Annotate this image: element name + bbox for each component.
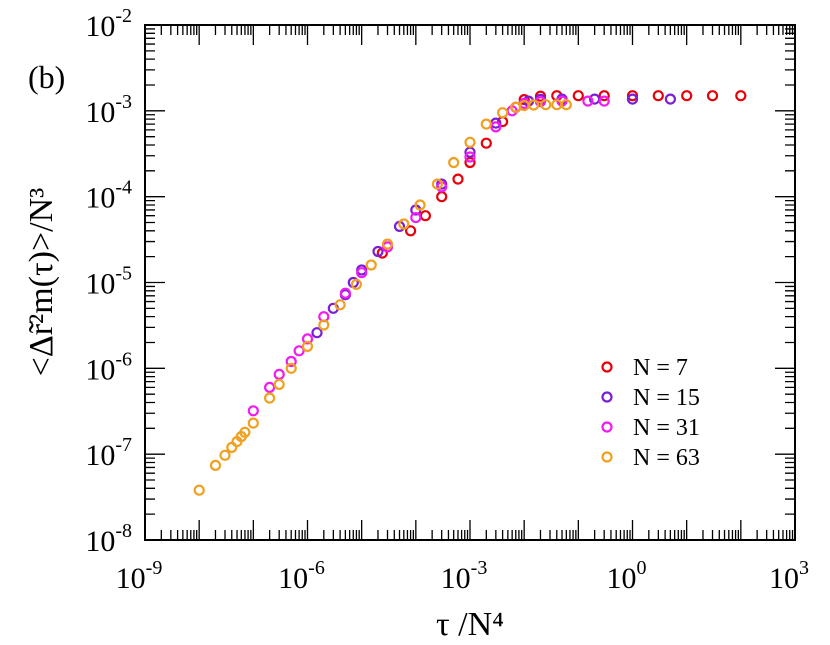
x-tick-label: 10-3 xyxy=(441,557,488,595)
data-point xyxy=(452,173,464,185)
data-point xyxy=(664,93,677,105)
data-point xyxy=(626,90,639,102)
legend-item: N = 7 xyxy=(601,355,688,381)
data-point xyxy=(414,199,426,211)
x-tick-label: 103 xyxy=(769,557,809,595)
series-3 xyxy=(247,95,610,417)
data-point xyxy=(598,90,610,102)
y-tick-label: 10-2 xyxy=(85,5,132,43)
data-point xyxy=(464,156,476,169)
data-point xyxy=(247,405,259,417)
y-tick-label: 10-8 xyxy=(85,520,132,558)
x-tick-label: 100 xyxy=(607,557,647,595)
x-tick-label: 10-6 xyxy=(278,557,325,595)
data-point xyxy=(301,333,314,345)
data-point xyxy=(448,156,460,169)
data-point xyxy=(356,267,368,279)
data-point xyxy=(239,426,251,438)
data-point xyxy=(334,299,346,311)
legend-label: N = 63 xyxy=(633,445,700,471)
y-tick-label: 10-4 xyxy=(85,177,132,215)
y-tick-label: 10-5 xyxy=(85,263,132,301)
y-axis-title: <Δr̃²m(τ)>/N³ xyxy=(23,188,60,377)
data-point xyxy=(706,90,719,102)
data-point xyxy=(464,151,476,163)
legend-item: N = 63 xyxy=(601,445,700,471)
data-point xyxy=(193,484,205,496)
x-axis-title: τ /N⁴ xyxy=(436,606,504,643)
legend-marker xyxy=(601,361,613,373)
data-point xyxy=(365,259,377,271)
data-point xyxy=(311,327,323,339)
data-point xyxy=(598,95,610,107)
data-point xyxy=(285,362,297,374)
data-point xyxy=(219,449,231,461)
legend-label: N = 7 xyxy=(633,355,688,381)
data-point xyxy=(528,99,540,111)
y-tick-label: 10-3 xyxy=(85,91,132,129)
data-point xyxy=(582,95,594,107)
series-4 xyxy=(193,99,572,496)
series-1 xyxy=(376,90,747,259)
data-point xyxy=(464,136,476,148)
data-point xyxy=(264,392,276,404)
data-point xyxy=(285,355,297,368)
data-point xyxy=(735,90,747,102)
plot-area-frame xyxy=(144,24,796,541)
data-point xyxy=(480,118,492,130)
data-point xyxy=(410,212,422,224)
legend: N = 7 N = 15 N = 31 N = 63 xyxy=(601,355,700,471)
data-point xyxy=(209,459,222,471)
data-point xyxy=(405,225,417,237)
legend-item: N = 31 xyxy=(601,415,700,441)
legend-marker xyxy=(601,391,613,403)
data-point xyxy=(226,441,238,453)
data-point xyxy=(293,345,305,357)
data-point xyxy=(540,99,552,111)
data-point xyxy=(372,245,384,258)
data-point xyxy=(560,99,572,111)
data-point xyxy=(398,218,410,230)
data-point xyxy=(431,178,443,190)
panel-label: (b) xyxy=(28,59,65,95)
legend-marker xyxy=(601,421,613,433)
data-point xyxy=(381,238,394,250)
data-point xyxy=(419,210,431,222)
data-point xyxy=(652,90,664,102)
data-point xyxy=(339,287,351,299)
data-point xyxy=(681,90,693,102)
data-point xyxy=(490,121,502,133)
data-point xyxy=(497,107,509,119)
y-tick-label: 10-6 xyxy=(85,348,132,386)
data-point xyxy=(626,93,639,105)
data-point xyxy=(273,378,285,390)
y-tick-label: 10-7 xyxy=(85,434,132,472)
x-tick-label: 10-9 xyxy=(116,557,163,595)
tick-labels: 10-9 10-6 10-3 100 103 10-8 10-7 10-6 10-5 10-4 10… xyxy=(85,5,809,595)
data-point xyxy=(572,90,584,102)
data-point xyxy=(247,417,259,429)
legend-label: N = 31 xyxy=(633,415,700,441)
data-point xyxy=(480,137,492,149)
legend-item: N = 15 xyxy=(601,385,700,411)
data-point xyxy=(264,381,276,393)
data-points xyxy=(193,90,747,496)
data-point xyxy=(318,319,330,331)
legend-marker xyxy=(601,451,613,463)
data-point xyxy=(436,191,448,203)
legend-label: N = 15 xyxy=(633,385,700,411)
data-point xyxy=(273,368,285,380)
data-point xyxy=(350,278,362,290)
data-point xyxy=(301,340,314,352)
